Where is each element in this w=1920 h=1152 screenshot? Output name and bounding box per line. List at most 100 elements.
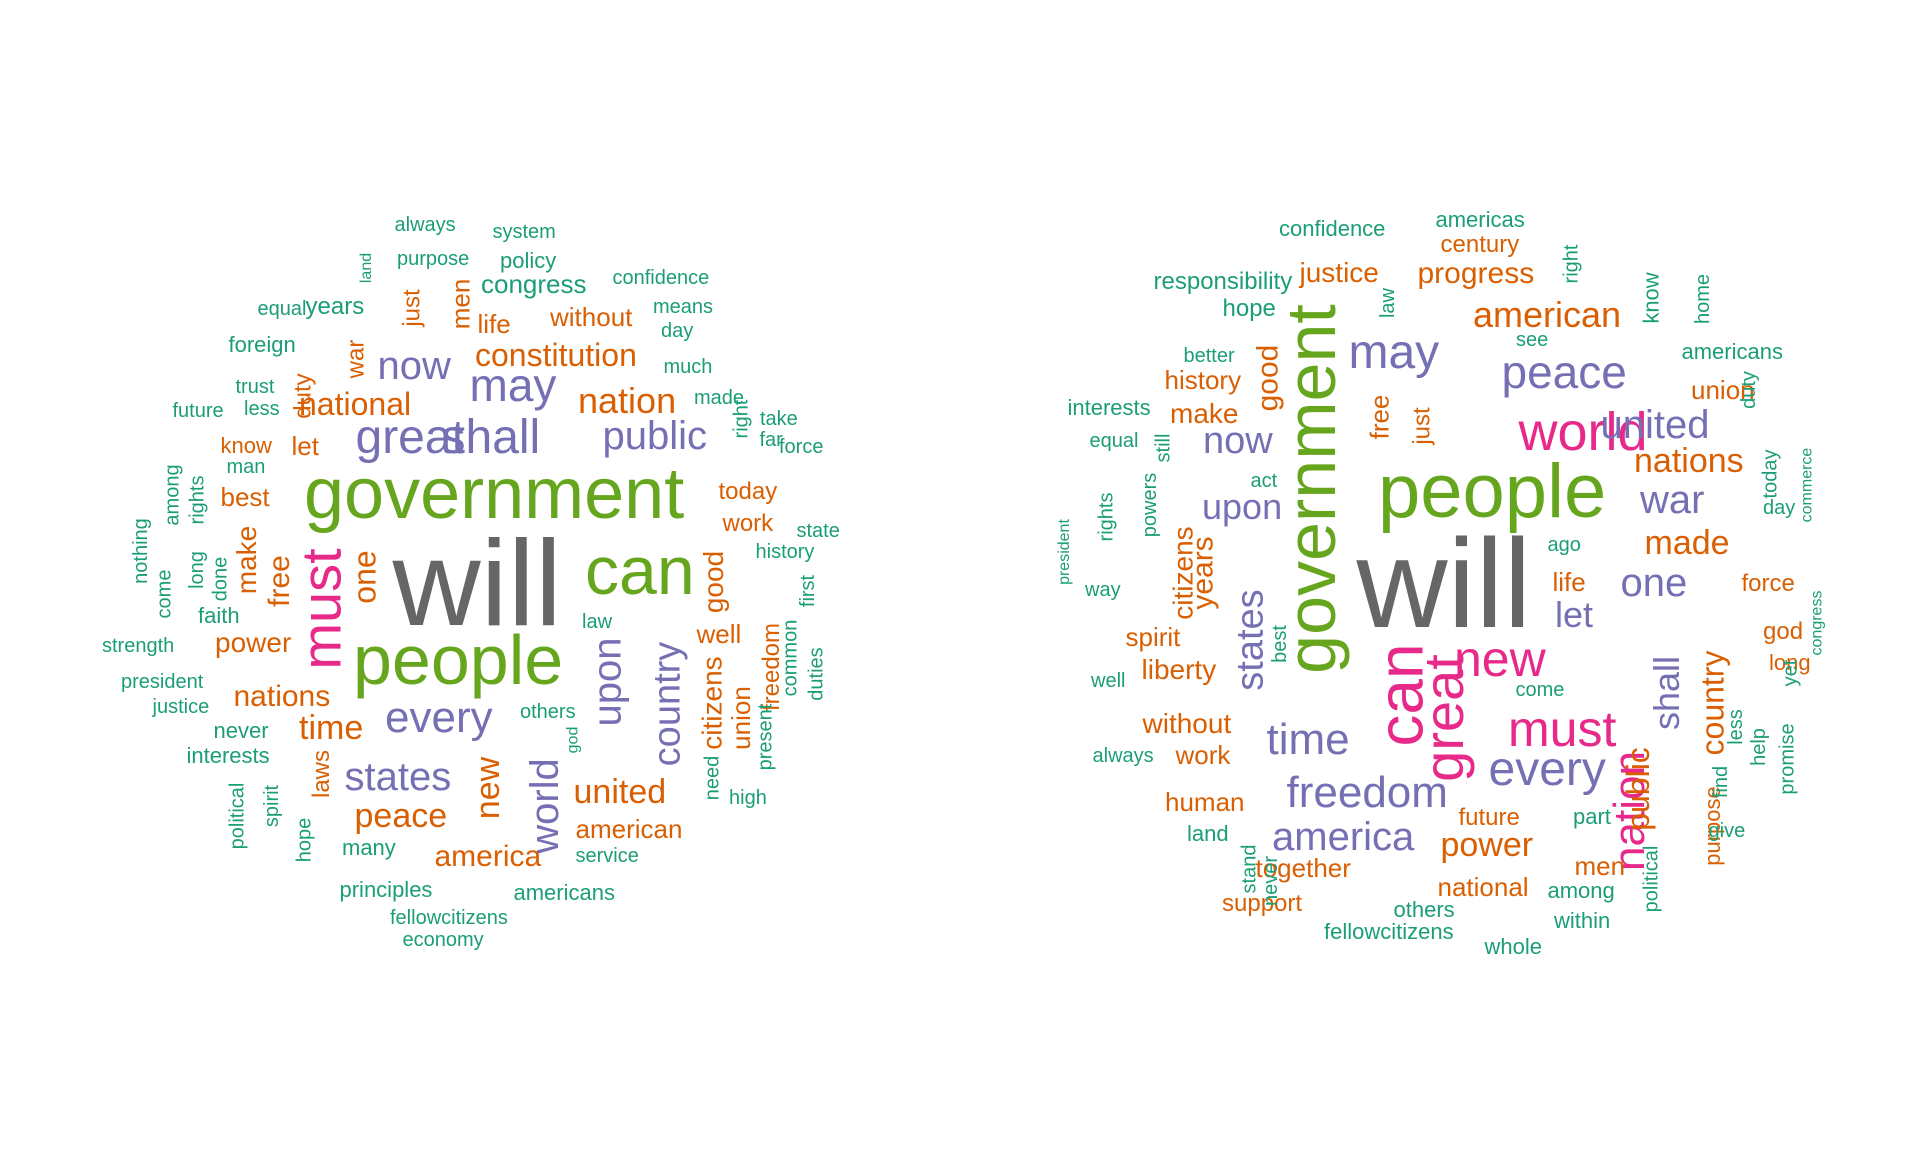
word-strength: strength: [102, 635, 175, 657]
word-hope: hope: [1222, 295, 1276, 322]
word-best: best: [1268, 625, 1291, 663]
word-god: god: [563, 726, 581, 754]
word-union: union: [1691, 375, 1755, 405]
word-less: less: [1724, 709, 1747, 745]
word-best: best: [220, 482, 270, 512]
word-new: new: [469, 756, 508, 820]
word-always: always: [394, 214, 456, 236]
word-freedom: freedom: [1286, 768, 1448, 817]
word-policy: policy: [500, 248, 557, 273]
word-help: help: [1747, 728, 1770, 766]
word-much: much: [663, 356, 713, 378]
word-history: history: [1164, 365, 1242, 395]
word-yet: yet: [1778, 659, 1801, 687]
word-god: god: [1763, 618, 1804, 645]
word-know: know: [220, 433, 272, 458]
word-americans: americans: [513, 880, 615, 905]
word-within: within: [1554, 908, 1611, 933]
word-take: take: [760, 408, 798, 430]
word-every: every: [1488, 743, 1606, 796]
word-states: states: [1229, 589, 1272, 691]
word-responsibility: responsibility: [1153, 268, 1293, 295]
word-congress: congress: [481, 269, 587, 299]
word-stand: stand: [1237, 844, 1260, 894]
word-done: done: [208, 556, 231, 602]
word-work: work: [722, 510, 774, 537]
word-service: service: [575, 845, 639, 867]
word-country: country: [645, 641, 688, 767]
word-means: means: [653, 296, 714, 318]
word-force: force: [779, 436, 824, 458]
word-president: president: [1055, 519, 1073, 585]
word-good: good: [698, 550, 730, 614]
word-support: support: [1222, 890, 1303, 917]
word-find: find: [1710, 765, 1733, 799]
word-government: government: [304, 454, 685, 534]
word-political: political: [225, 782, 248, 850]
word-will: will: [1356, 513, 1532, 654]
word-make: make: [231, 525, 263, 595]
word-president: president: [121, 671, 204, 693]
word-long: long: [185, 551, 208, 589]
word-well: well: [1091, 670, 1126, 692]
word-history: history: [755, 541, 815, 563]
word-power: power: [215, 627, 292, 658]
word-made: made: [694, 387, 745, 409]
word-high: high: [729, 787, 767, 809]
word-now: now: [377, 344, 451, 388]
word-spirit: spirit: [261, 784, 284, 828]
word-made: made: [1644, 524, 1730, 562]
word-american: american: [1473, 294, 1622, 335]
word-right: right: [729, 399, 752, 439]
word-government: government: [1271, 304, 1350, 674]
word-upon: upon: [584, 637, 629, 727]
word-must: must: [289, 548, 353, 670]
word-together: together: [1255, 853, 1351, 883]
word-less: less: [244, 398, 280, 420]
word-land: land: [1187, 821, 1229, 846]
word-day: day: [661, 320, 694, 342]
word-let: let: [291, 431, 319, 461]
word-law: law: [582, 611, 613, 633]
word-ago: ago: [1547, 534, 1581, 556]
word-today: today: [1758, 449, 1781, 499]
word-will: will: [392, 515, 562, 651]
word-powers: powers: [1139, 472, 1162, 538]
word-well: well: [696, 619, 742, 649]
word-peace: peace: [1501, 346, 1627, 398]
word-life: life: [477, 309, 511, 339]
word-today: today: [718, 478, 778, 505]
word-others: others: [1393, 897, 1455, 922]
word-others: others: [520, 701, 576, 723]
word-public: public: [602, 414, 708, 458]
word-progress: progress: [1417, 257, 1535, 290]
word-free: free: [1363, 394, 1394, 440]
word-world: world: [1518, 402, 1648, 462]
word-present: present: [753, 703, 776, 771]
word-purpose: purpose: [397, 248, 470, 270]
word-rights: rights: [1094, 492, 1117, 542]
word-nations: nations: [233, 680, 331, 713]
word-life: life: [1552, 567, 1586, 597]
word-confidence: confidence: [1279, 216, 1386, 241]
word-never: never: [1260, 855, 1283, 907]
word-every: every: [385, 693, 493, 742]
word-common: common: [778, 619, 801, 697]
word-america: america: [434, 840, 542, 873]
word-interests: interests: [1067, 395, 1151, 420]
word-america: america: [1272, 815, 1415, 859]
word-may: may: [1348, 326, 1440, 379]
word-years: years: [305, 293, 365, 320]
word-among: among: [1547, 878, 1615, 903]
word-great: great: [355, 411, 465, 464]
word-faith: faith: [198, 603, 240, 628]
word-part: part: [1573, 804, 1611, 829]
word-united: united: [573, 773, 667, 811]
word-confidence: confidence: [612, 267, 710, 289]
word-may: may: [469, 359, 557, 411]
word-system: system: [492, 221, 556, 243]
word-must: must: [1508, 701, 1617, 757]
word-nations: nations: [1634, 442, 1744, 480]
word-shall: shall: [1646, 655, 1688, 731]
word-equal: equal: [257, 298, 307, 320]
